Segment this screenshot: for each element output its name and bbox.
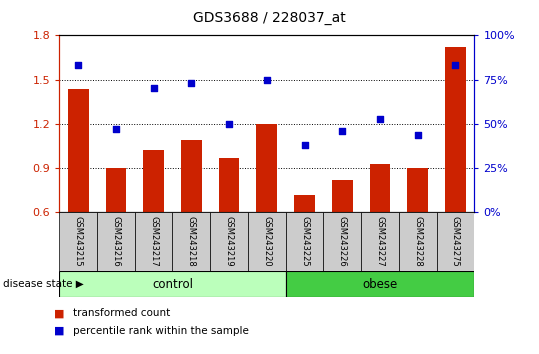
- Bar: [286, 271, 474, 297]
- Bar: [437, 212, 474, 271]
- Point: [187, 80, 196, 86]
- Point: [413, 132, 422, 137]
- Bar: [445, 47, 466, 212]
- Point: [225, 121, 233, 127]
- Bar: [59, 271, 286, 297]
- Text: disease state ▶: disease state ▶: [3, 279, 84, 289]
- Bar: [332, 180, 353, 212]
- Bar: [181, 140, 202, 212]
- Bar: [135, 212, 172, 271]
- Bar: [294, 195, 315, 212]
- Bar: [143, 150, 164, 212]
- Bar: [248, 212, 286, 271]
- Bar: [361, 212, 399, 271]
- Text: GSM243218: GSM243218: [187, 216, 196, 267]
- Bar: [323, 212, 361, 271]
- Text: GSM243215: GSM243215: [74, 216, 82, 267]
- Point: [149, 86, 158, 91]
- Point: [451, 63, 460, 68]
- Bar: [68, 88, 88, 212]
- Text: GSM243219: GSM243219: [225, 216, 233, 267]
- Text: ■: ■: [54, 308, 64, 318]
- Point: [300, 142, 309, 148]
- Text: GSM243227: GSM243227: [376, 216, 384, 267]
- Text: GSM243228: GSM243228: [413, 216, 422, 267]
- Bar: [257, 124, 277, 212]
- Text: GSM243216: GSM243216: [112, 216, 120, 267]
- Bar: [407, 168, 428, 212]
- Point: [74, 63, 82, 68]
- Bar: [370, 164, 390, 212]
- Point: [376, 116, 384, 121]
- Text: GSM243220: GSM243220: [262, 216, 271, 267]
- Text: GSM243225: GSM243225: [300, 216, 309, 267]
- Text: control: control: [152, 278, 193, 291]
- Bar: [106, 168, 126, 212]
- Text: GSM243226: GSM243226: [338, 216, 347, 267]
- Bar: [399, 212, 437, 271]
- Bar: [172, 212, 210, 271]
- Text: percentile rank within the sample: percentile rank within the sample: [73, 326, 248, 336]
- Bar: [286, 212, 323, 271]
- Point: [262, 77, 271, 82]
- Text: GDS3688 / 228037_at: GDS3688 / 228037_at: [193, 11, 346, 25]
- Text: transformed count: transformed count: [73, 308, 170, 318]
- Bar: [97, 212, 135, 271]
- Text: GSM243217: GSM243217: [149, 216, 158, 267]
- Bar: [59, 212, 97, 271]
- Text: obese: obese: [362, 278, 398, 291]
- Point: [112, 126, 120, 132]
- Text: GSM243275: GSM243275: [451, 216, 460, 267]
- Text: ■: ■: [54, 326, 64, 336]
- Bar: [210, 212, 248, 271]
- Point: [338, 128, 347, 134]
- Bar: [219, 158, 239, 212]
